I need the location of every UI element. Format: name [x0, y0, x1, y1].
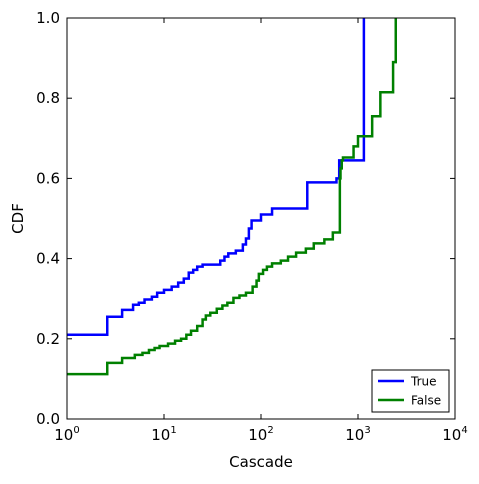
- x-tick-label-exponent: 1: [170, 425, 176, 436]
- y-tick-label: 0.6: [36, 169, 60, 187]
- x-tick-label: 104: [442, 425, 467, 444]
- x-tick-label-base: 10: [442, 426, 461, 444]
- x-tick-label: 103: [345, 425, 370, 444]
- x-tick-label-exponent: 2: [267, 425, 273, 436]
- x-axis-label: Cascade: [229, 453, 293, 471]
- x-tick-label-base: 10: [54, 426, 73, 444]
- y-tick-label: 0.2: [36, 330, 60, 348]
- y-tick-label: 0.8: [36, 89, 60, 107]
- x-tick-label: 102: [248, 425, 273, 444]
- x-tick-label-base: 10: [248, 426, 267, 444]
- x-tick-label-exponent: 0: [73, 425, 79, 436]
- x-tick-label-exponent: 4: [461, 425, 467, 436]
- series-layer: [67, 18, 397, 376]
- x-tick-label-base: 10: [345, 426, 364, 444]
- y-tick-label: 0.0: [36, 410, 60, 428]
- x-tick-label: 101: [151, 425, 176, 444]
- y-axis-label: CDF: [9, 203, 27, 234]
- series-line-false: [67, 18, 397, 376]
- legend-label-false: False: [411, 394, 441, 408]
- x-tick-label-exponent: 3: [364, 425, 370, 436]
- series-line-true: [67, 18, 366, 337]
- legend: True False: [371, 369, 450, 413]
- x-tick-label-base: 10: [151, 426, 170, 444]
- legend-box: [371, 369, 450, 413]
- y-tick-label: 0.4: [36, 250, 60, 268]
- legend-label-true: True: [410, 375, 437, 389]
- x-tick-label: 100: [54, 425, 79, 444]
- y-tick-label: 1.0: [36, 9, 60, 27]
